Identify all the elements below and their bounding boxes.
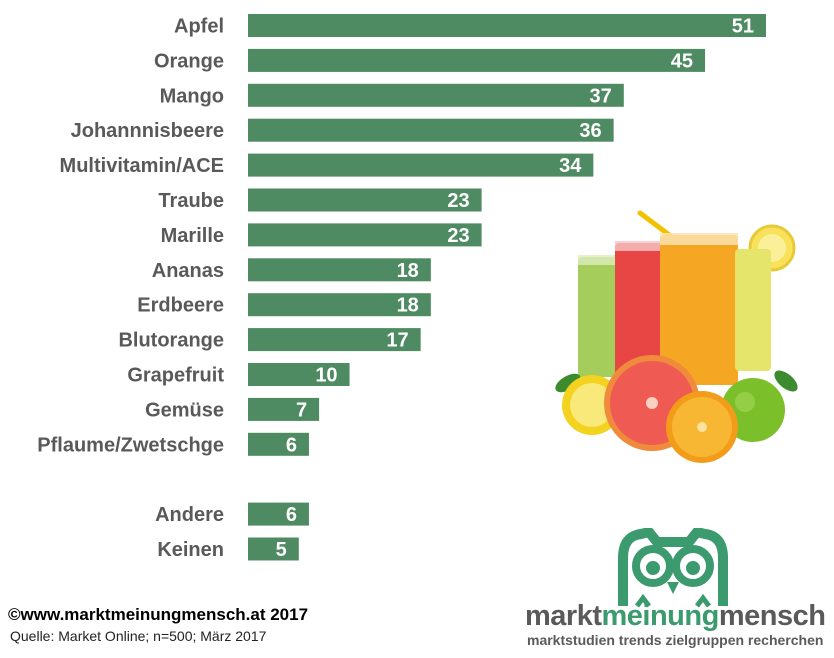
bar-grapefruit <box>248 363 350 386</box>
value-label: 7 <box>296 399 307 421</box>
logo-word-markt: markt <box>525 600 602 632</box>
value-label: 17 <box>386 330 408 352</box>
category-label: Ananas <box>152 260 224 282</box>
owl-logo-icon <box>618 528 728 608</box>
category-label: Traube <box>158 190 224 212</box>
bar-multivitamin-ace <box>248 153 594 177</box>
bar-blutorange <box>248 328 421 352</box>
category-label: Multivitamin/ACE <box>60 155 224 177</box>
brand-logo: marktmeinungmensch marktstudien trends z… <box>525 528 830 653</box>
bar-erdbeere <box>248 293 431 317</box>
category-label: Pflaume/Zwetschge <box>37 434 224 456</box>
value-label: 6 <box>286 504 297 526</box>
category-label: Blutorange <box>118 330 224 352</box>
value-label: 18 <box>397 295 419 317</box>
source-note: Quelle: Market Online; n=500; März 2017 <box>10 628 267 644</box>
value-label: 36 <box>579 120 601 142</box>
copyright-text: ©www.marktmeinungmensch.at 2017 <box>8 605 309 624</box>
bar-apfel <box>248 14 766 37</box>
value-label: 51 <box>732 16 754 38</box>
logo-word-mensch: mensch <box>718 600 826 632</box>
category-label: Andere <box>155 504 224 526</box>
bar-mango <box>248 83 624 107</box>
bar-orange <box>248 48 706 72</box>
logo-word-meinung: meinung <box>601 600 720 632</box>
bar-marille <box>248 223 482 247</box>
category-label: Mango <box>160 85 224 107</box>
category-label: Johannnisbeere <box>71 120 224 142</box>
value-label: 23 <box>447 225 469 247</box>
category-label: Erdbeere <box>137 295 224 317</box>
value-label: 5 <box>276 539 287 561</box>
category-label: Orange <box>154 50 224 72</box>
category-label: Apfel <box>174 16 224 38</box>
value-label: 6 <box>286 434 297 456</box>
bar-johannnisbeere <box>248 118 614 142</box>
bar-keinen <box>248 537 299 561</box>
logo-wordmark: marktmeinungmensch <box>525 600 826 633</box>
fruit-juice-glasses-illustration <box>555 210 798 463</box>
category-label: Gemüse <box>145 399 224 421</box>
bar-gemüse <box>248 397 320 421</box>
bar-ananas <box>248 258 431 282</box>
category-label: Keinen <box>157 539 224 561</box>
bar-chart: Apfel 51 Orange 45 Mango 37 Johannnisbeere 36 Mu… <box>37 14 766 561</box>
category-label: Grapefruit <box>127 365 224 387</box>
value-label: 10 <box>315 365 337 387</box>
value-label: 18 <box>397 260 419 282</box>
value-label: 37 <box>590 85 612 107</box>
bar-pflaume-zwetschge <box>248 432 309 456</box>
value-label: 45 <box>671 50 693 72</box>
bar-andere <box>248 502 309 526</box>
bar-traube <box>248 188 482 212</box>
category-label: Marille <box>161 225 224 247</box>
logo-tagline: marktstudien trends zielgruppen recherch… <box>527 632 824 648</box>
value-label: 23 <box>447 190 469 212</box>
value-label: 34 <box>559 155 582 177</box>
